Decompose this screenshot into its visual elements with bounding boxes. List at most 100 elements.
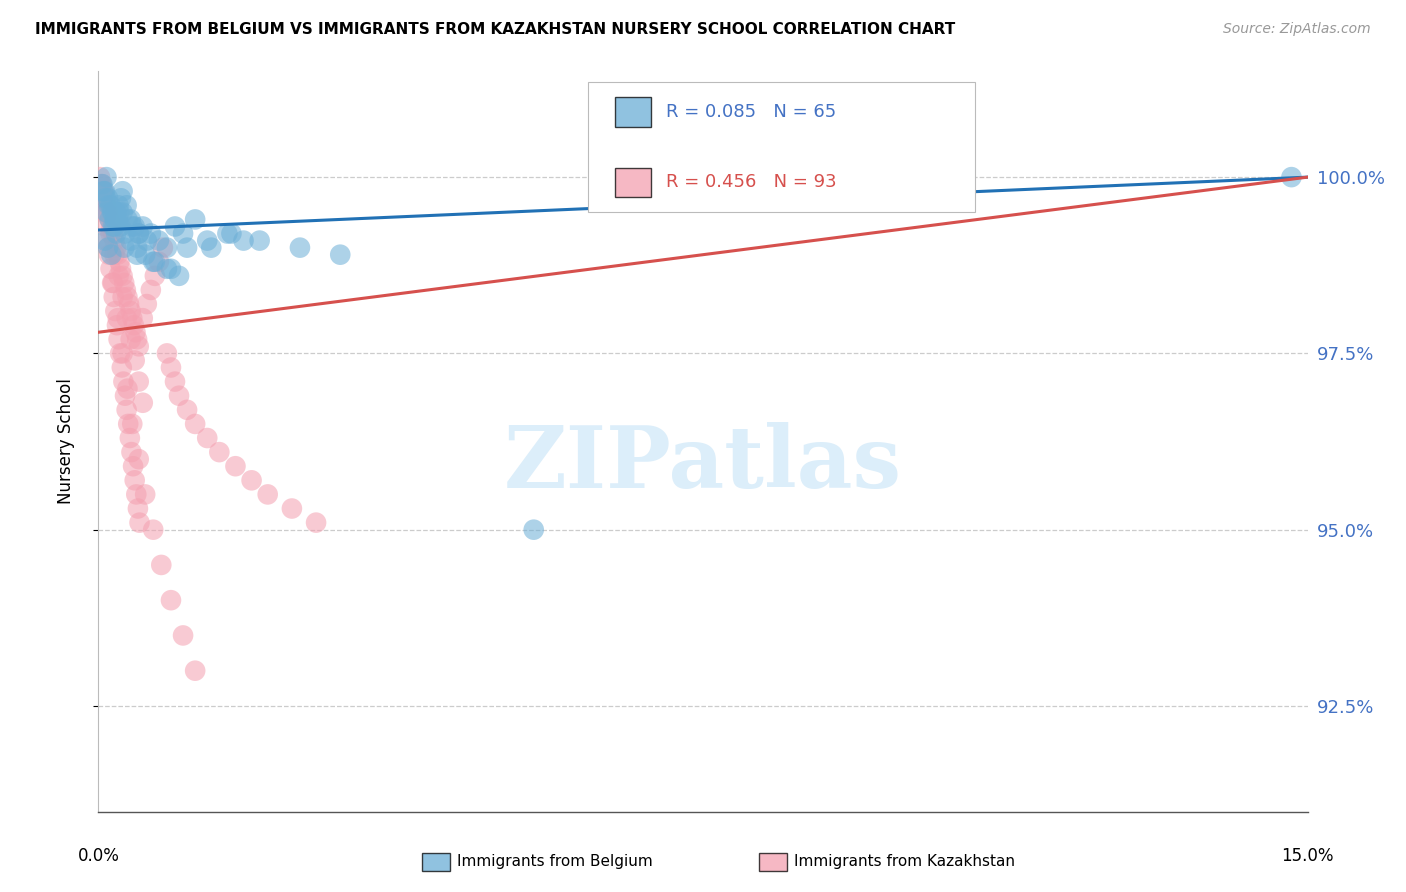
Point xyxy=(100,261,122,276)
Point xyxy=(256,487,278,501)
Point xyxy=(152,241,174,255)
Point xyxy=(115,402,138,417)
Point xyxy=(160,593,183,607)
Point xyxy=(132,219,155,234)
Point xyxy=(107,248,129,262)
Point xyxy=(96,234,118,248)
Point xyxy=(108,254,131,268)
Text: IMMIGRANTS FROM BELGIUM VS IMMIGRANTS FROM KAZAKHSTAN NURSERY SCHOOL CORRELATION: IMMIGRANTS FROM BELGIUM VS IMMIGRANTS FR… xyxy=(35,22,956,37)
Point xyxy=(163,219,186,234)
Point xyxy=(98,212,121,227)
Point xyxy=(101,205,124,219)
Point xyxy=(90,177,112,191)
Point xyxy=(101,219,124,234)
Point xyxy=(97,241,120,255)
Point xyxy=(523,523,546,537)
Point xyxy=(104,304,127,318)
Point xyxy=(176,241,198,255)
Point xyxy=(240,473,263,487)
Point xyxy=(100,248,122,262)
Point xyxy=(105,227,128,241)
Point xyxy=(160,261,183,276)
Point xyxy=(127,248,149,262)
Point xyxy=(112,276,135,290)
Point xyxy=(127,501,149,516)
Point xyxy=(97,248,120,262)
Point xyxy=(97,205,120,219)
Point xyxy=(125,487,148,501)
Point xyxy=(104,212,127,227)
Point xyxy=(127,241,149,255)
Point xyxy=(156,261,179,276)
Point xyxy=(107,311,129,326)
Point xyxy=(115,311,138,326)
Point xyxy=(117,212,139,227)
Text: Immigrants from Kazakhstan: Immigrants from Kazakhstan xyxy=(794,855,1015,869)
Point xyxy=(142,523,165,537)
Point xyxy=(1281,170,1303,185)
Point xyxy=(101,276,124,290)
Point xyxy=(124,353,146,368)
Point xyxy=(142,254,165,268)
Point xyxy=(172,628,194,642)
Text: R = 0.085   N = 65: R = 0.085 N = 65 xyxy=(665,103,835,121)
Point xyxy=(128,375,150,389)
Point xyxy=(105,318,128,333)
Point xyxy=(115,198,138,212)
Point xyxy=(200,241,222,255)
Point xyxy=(124,473,146,487)
Point xyxy=(96,198,118,212)
Point xyxy=(117,417,139,431)
Point xyxy=(91,177,114,191)
Text: R = 0.456   N = 93: R = 0.456 N = 93 xyxy=(665,173,837,192)
Point xyxy=(97,241,120,255)
Point xyxy=(143,268,166,283)
Point xyxy=(143,254,166,268)
Point xyxy=(128,452,150,467)
Point xyxy=(195,234,218,248)
Point xyxy=(96,205,118,219)
Point xyxy=(96,205,118,219)
Point xyxy=(94,191,117,205)
Text: 15.0%: 15.0% xyxy=(1281,847,1334,865)
Point xyxy=(134,487,156,501)
Point xyxy=(107,198,129,212)
Point xyxy=(329,248,352,262)
Point xyxy=(132,396,155,410)
Point xyxy=(132,311,155,326)
Point xyxy=(122,318,145,333)
Point xyxy=(120,212,142,227)
Point xyxy=(114,389,136,403)
Point xyxy=(103,212,125,227)
Point xyxy=(172,227,194,241)
Text: 0.0%: 0.0% xyxy=(77,847,120,865)
Point xyxy=(97,191,120,205)
Point xyxy=(148,254,170,268)
FancyBboxPatch shape xyxy=(614,168,651,197)
Point xyxy=(134,248,156,262)
Point xyxy=(117,290,139,304)
Point xyxy=(94,191,117,205)
Point xyxy=(195,431,218,445)
Point xyxy=(120,234,142,248)
Point xyxy=(184,212,207,227)
Point xyxy=(107,332,129,346)
Point xyxy=(221,227,243,241)
Point xyxy=(105,241,128,255)
Point xyxy=(124,325,146,339)
Point xyxy=(249,234,271,248)
Point xyxy=(108,346,131,360)
Point xyxy=(217,227,239,241)
Text: Source: ZipAtlas.com: Source: ZipAtlas.com xyxy=(1223,22,1371,37)
Point xyxy=(121,311,143,326)
Point xyxy=(305,516,328,530)
Point xyxy=(94,184,117,198)
FancyBboxPatch shape xyxy=(588,82,976,212)
Point xyxy=(111,290,134,304)
Point xyxy=(111,205,134,219)
Point xyxy=(110,191,132,205)
Point xyxy=(89,170,111,185)
Point xyxy=(94,219,117,234)
Point xyxy=(128,339,150,353)
Point xyxy=(100,198,122,212)
